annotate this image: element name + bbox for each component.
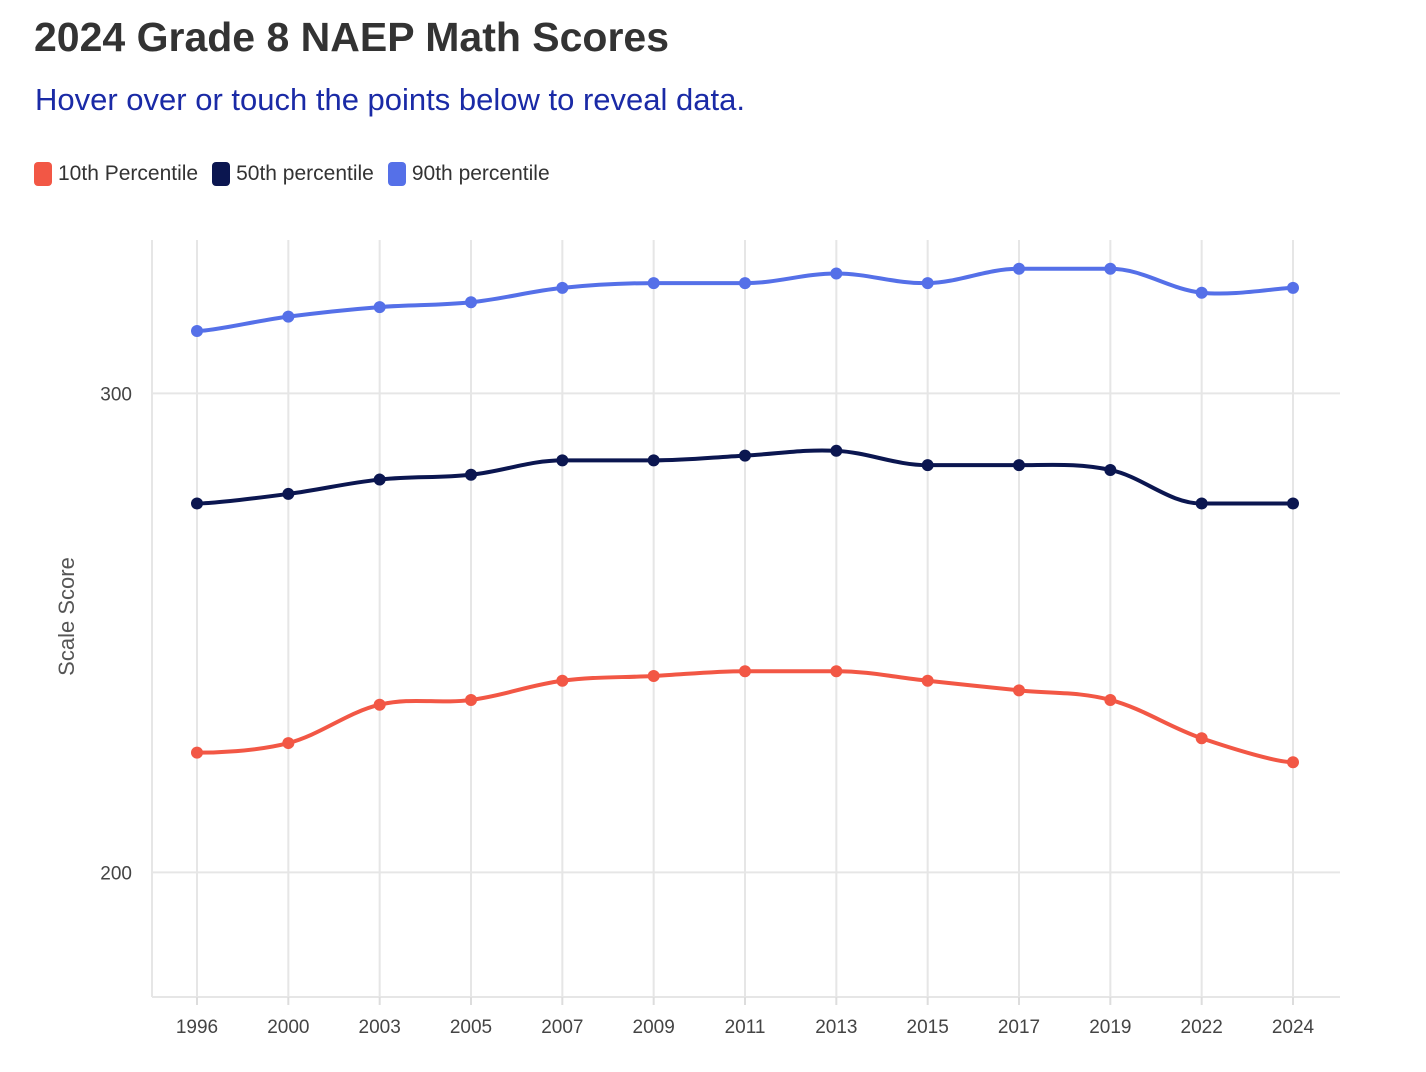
- x-tick-label-2022: 2022: [1181, 1017, 1223, 1038]
- legend-item-10th-percentile[interactable]: 10th Percentile: [34, 162, 198, 186]
- legend: 10th Percentile 50th percentile 90th per…: [34, 162, 550, 186]
- series-10th-percentile: 10th Percentile 1996: 225 10th Percentile…: [191, 665, 1299, 769]
- data-point-50th-percentile-1996[interactable]: 50th percentile 1996: 277: [191, 497, 203, 510]
- data-point-50th-percentile-2013[interactable]: 50th percentile 2013: 288: [830, 444, 843, 457]
- y-axis-title: Scale Score: [54, 557, 79, 676]
- data-point-90th-percentile-2024[interactable]: 90th percentile 2024: 322: [1287, 281, 1299, 294]
- chart-subtitle: Hover over or touch the points below to …: [35, 82, 745, 117]
- legend-item-90th-percentile[interactable]: 90th percentile: [387, 162, 550, 186]
- data-point-10th-percentile-2022[interactable]: 10th Percentile 2022: 228: [1195, 732, 1208, 745]
- data-point-50th-percentile-2009[interactable]: 50th percentile 2009: 286: [647, 454, 660, 467]
- data-point-10th-percentile-2019[interactable]: 10th Percentile 2019: 236: [1104, 693, 1117, 706]
- legend-swatch-10th-percentile: [34, 162, 52, 186]
- gridlines: [151, 240, 1340, 998]
- y-tick-label-300: 300: [100, 384, 132, 405]
- data-point-10th-percentile-2000[interactable]: 10th Percentile 2000: 227: [282, 737, 295, 750]
- data-point-90th-percentile-2017[interactable]: 90th percentile 2017: 326: [1013, 262, 1025, 275]
- data-point-50th-percentile-2015[interactable]: 50th percentile 2015: 285: [921, 459, 934, 472]
- data-point-10th-percentile-2009[interactable]: 10th Percentile 2009: 241: [647, 669, 660, 682]
- data-point-90th-percentile-2022[interactable]: 90th percentile 2022: 321: [1195, 286, 1208, 299]
- x-tick-label-2003: 2003: [359, 1017, 401, 1038]
- data-point-10th-percentile-2017[interactable]: 10th Percentile 2017: 238: [1013, 684, 1025, 697]
- data-point-10th-percentile-2007[interactable]: 10th Percentile 2007: 240: [556, 674, 569, 687]
- data-point-90th-percentile-2009[interactable]: 90th percentile 2009: 323: [647, 277, 660, 290]
- data-point-10th-percentile-2011[interactable]: 10th Percentile 2011: 242: [739, 665, 751, 678]
- data-point-90th-percentile-1996[interactable]: 90th percentile 1996: 313: [191, 325, 203, 338]
- data-point-50th-percentile-2022[interactable]: 50th percentile 2022: 277: [1195, 497, 1208, 510]
- data-point-50th-percentile-2005[interactable]: 50th percentile 2005: 283: [465, 468, 477, 481]
- legend-label-50th-percentile: 50th percentile: [236, 162, 374, 185]
- data-point-90th-percentile-2007[interactable]: 90th percentile 2007: 322: [556, 281, 569, 294]
- x-tick-label-2009: 2009: [633, 1017, 675, 1038]
- data-point-10th-percentile-2015[interactable]: 10th Percentile 2015: 240: [921, 674, 934, 687]
- data-point-90th-percentile-2011[interactable]: 90th percentile 2011: 323: [739, 277, 751, 290]
- data-point-90th-percentile-2019[interactable]: 90th percentile 2019: 326: [1104, 262, 1117, 275]
- data-point-50th-percentile-2017[interactable]: 50th percentile 2017: 285: [1013, 459, 1025, 472]
- y-tick-label-200: 200: [100, 863, 132, 884]
- data-point-50th-percentile-2019[interactable]: 50th percentile 2019: 284: [1104, 463, 1117, 476]
- x-tick-label-2011: 2011: [725, 1017, 766, 1038]
- x-tick-label-2017: 2017: [998, 1017, 1040, 1038]
- data-point-10th-percentile-2024[interactable]: 10th Percentile 2024: 223: [1287, 756, 1299, 769]
- data-point-90th-percentile-2000[interactable]: 90th percentile 2000: 316: [282, 310, 295, 323]
- data-point-50th-percentile-2003[interactable]: 50th percentile 2003: 282: [373, 473, 386, 486]
- legend-swatch-90th-percentile: [387, 162, 406, 186]
- data-point-90th-percentile-2003[interactable]: 90th percentile 2003: 318: [373, 301, 386, 314]
- data-point-90th-percentile-2005[interactable]: 90th percentile 2005: 319: [465, 296, 477, 309]
- series-50th-percentile: 50th percentile 1996: 277 50th percentile…: [191, 444, 1299, 510]
- legend-swatch-50th-percentile: [212, 162, 231, 186]
- data-point-10th-percentile-2003[interactable]: 10th Percentile 2003: 235: [373, 698, 386, 711]
- legend-item-50th-percentile[interactable]: 50th percentile: [212, 162, 374, 186]
- data-point-10th-percentile-2013[interactable]: 10th Percentile 2013: 242: [830, 665, 843, 678]
- x-tick-label-2015: 2015: [907, 1017, 949, 1038]
- data-point-50th-percentile-2007[interactable]: 50th percentile 2007: 286: [556, 454, 569, 467]
- x-tick-label-2007: 2007: [541, 1017, 583, 1038]
- chart-title: 2024 Grade 8 NAEP Math Scores: [34, 14, 670, 60]
- x-tick-label-2013: 2013: [815, 1017, 857, 1038]
- series-90th-percentile: 90th percentile 1996: 313 90th percentile…: [191, 262, 1299, 338]
- data-point-50th-percentile-2024[interactable]: 50th percentile 2024: 277: [1287, 497, 1299, 510]
- data-point-50th-percentile-2011[interactable]: 50th percentile 2011: 287: [739, 449, 751, 462]
- x-tick-label-1996: 1996: [176, 1017, 218, 1038]
- data-point-90th-percentile-2015[interactable]: 90th percentile 2015: 323: [921, 277, 934, 290]
- x-tick-label-2005: 2005: [450, 1017, 492, 1038]
- data-point-10th-percentile-2005[interactable]: 10th Percentile 2005: 236: [465, 693, 477, 706]
- x-tick-label-2019: 2019: [1089, 1017, 1131, 1038]
- data-point-50th-percentile-2000[interactable]: 50th percentile 2000: 279: [282, 487, 295, 500]
- legend-label-10th-percentile: 10th Percentile: [58, 162, 199, 185]
- x-tick-label-2000: 2000: [267, 1017, 309, 1038]
- data-point-90th-percentile-2013[interactable]: 90th percentile 2013: 325: [830, 267, 843, 280]
- data-point-10th-percentile-1996[interactable]: 10th Percentile 1996: 225: [191, 746, 203, 759]
- x-tick-label-2024: 2024: [1272, 1017, 1315, 1038]
- legend-label-90th-percentile: 90th percentile: [411, 162, 550, 185]
